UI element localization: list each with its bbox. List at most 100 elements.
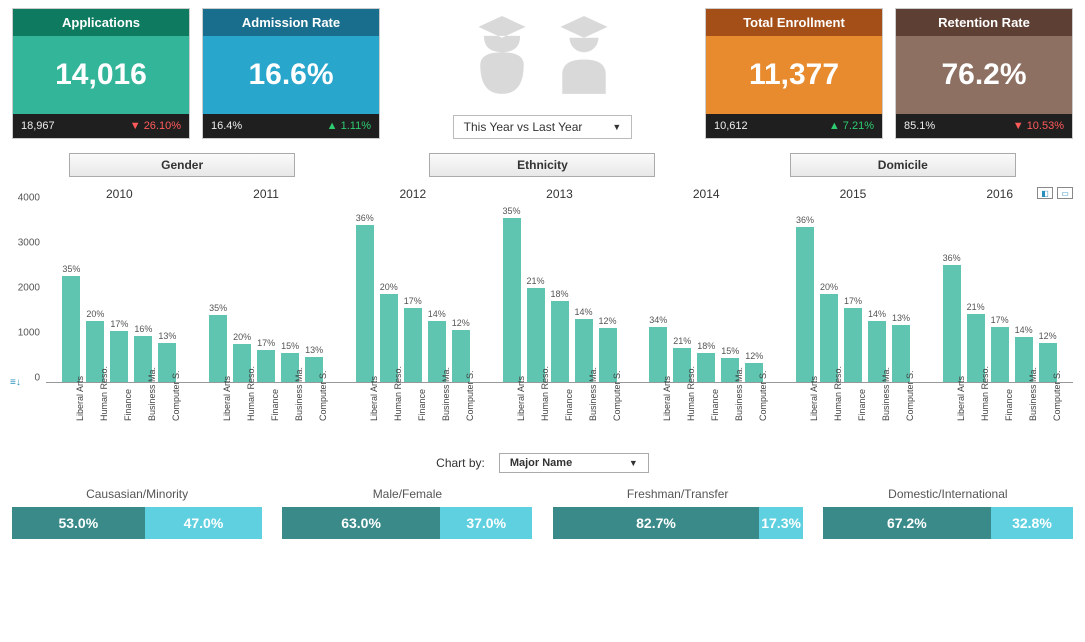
card-header: Total Enrollment	[706, 9, 882, 36]
year-xlabels: Liberal ArtsHuman Reso.FinanceBusiness M…	[46, 383, 193, 449]
bar-pct-label: 17%	[991, 315, 1009, 325]
bar-pct-label: 21%	[673, 336, 691, 346]
year-bars: 36%20%17%14%13%	[780, 203, 927, 382]
bar-pct-label: 14%	[575, 307, 593, 317]
tabs-row: Gender Ethnicity Domicile	[12, 153, 1073, 177]
card-header: Admission Rate	[203, 9, 379, 36]
ratio-right: 37.0%	[440, 507, 533, 539]
ratio-bar[interactable]: 82.7%17.3%	[553, 507, 803, 539]
card-value: 16.6%	[203, 36, 379, 114]
bar-rect	[110, 331, 128, 382]
bar-pct-label: 36%	[796, 215, 814, 225]
period-selector[interactable]: This Year vs Last Year ▼	[453, 115, 633, 139]
bar-rect	[356, 225, 374, 383]
ratio-left: 82.7%	[553, 507, 760, 539]
bar-rect	[649, 327, 667, 382]
year-label: 2016	[986, 187, 1013, 201]
year-label: 2013	[546, 187, 573, 201]
bar-rect	[551, 301, 569, 382]
card-footer: 85.1% ▼ 10.53%	[896, 114, 1072, 138]
ratio-left: 67.2%	[823, 507, 991, 539]
year-block: 2015	[780, 187, 927, 203]
bar-rect	[404, 308, 422, 382]
card-footer: 10,612 ▲ 7.21%	[706, 114, 882, 138]
tab-domicile[interactable]: Domicile	[790, 153, 1016, 177]
ratio-right: 47.0%	[145, 507, 263, 539]
bar-pct-label: 12%	[1039, 331, 1057, 341]
prev-value: 16.4%	[211, 120, 242, 132]
ratio-bar[interactable]: 53.0%47.0%	[12, 507, 262, 539]
bar[interactable]: 35%	[208, 303, 228, 382]
bar-pct-label: 15%	[281, 341, 299, 351]
bar[interactable]: 17%	[403, 296, 423, 382]
delta-up: ▲ 1.11%	[327, 120, 371, 132]
bar-pct-label: 20%	[86, 309, 104, 319]
bar[interactable]: 34%	[648, 315, 668, 382]
category-labels-row: Liberal ArtsHuman Reso.FinanceBusiness M…	[46, 383, 1073, 449]
bar[interactable]: 36%	[355, 213, 375, 383]
icon-row	[473, 14, 613, 97]
bar-rect	[697, 353, 715, 382]
bar-pct-label: 34%	[649, 315, 667, 325]
bar-pct-label: 21%	[967, 302, 985, 312]
bar-rect	[844, 308, 862, 382]
card-footer: 16.4% ▲ 1.11%	[203, 114, 379, 138]
bar[interactable]: 35%	[61, 264, 81, 382]
card-admission-rate: Admission Rate 16.6% 16.4% ▲ 1.11%	[202, 8, 380, 139]
bar[interactable]: 17%	[843, 296, 863, 382]
bar-rect	[503, 218, 521, 382]
bar-pct-label: 36%	[943, 253, 961, 263]
year-bars: 36%21%17%14%12%	[926, 203, 1073, 382]
chart-toggle-icon[interactable]: ◧	[1037, 187, 1053, 199]
year-block: 2013	[486, 187, 633, 203]
prev-value: 85.1%	[904, 120, 935, 132]
bars-container: 35%20%17%16%13%35%20%17%15%13%36%20%17%1…	[46, 203, 1073, 383]
chart-by-select[interactable]: Major Name ▼	[499, 453, 649, 473]
bar-pct-label: 35%	[503, 206, 521, 216]
chart-area: ◧ ▭ ≡↓ 01000200030004000 201020112012201…	[12, 187, 1073, 449]
bar-pct-label: 20%	[380, 282, 398, 292]
bar-pct-label: 13%	[158, 331, 176, 341]
bar-pct-label: 12%	[599, 316, 617, 326]
bar[interactable]: 17%	[990, 315, 1010, 382]
chart-fullscreen-icon[interactable]: ▭	[1057, 187, 1073, 199]
graduate-male-icon	[555, 14, 613, 97]
tab-gender[interactable]: Gender	[69, 153, 295, 177]
bar-pct-label: 12%	[745, 351, 763, 361]
bar[interactable]: 36%	[942, 253, 962, 382]
bar-pct-label: 12%	[452, 318, 470, 328]
prev-value: 18,967	[21, 120, 55, 132]
y-tick: 2000	[18, 283, 40, 294]
bar[interactable]: 36%	[795, 215, 815, 382]
ratio-bar[interactable]: 63.0%37.0%	[282, 507, 532, 539]
bar[interactable]: 18%	[550, 289, 570, 382]
bar-pct-label: 13%	[892, 313, 910, 323]
year-label: 2014	[693, 187, 720, 201]
year-label: 2010	[106, 187, 133, 201]
year-bars: 35%20%17%15%13%	[193, 203, 340, 382]
y-tick: 0	[34, 373, 40, 384]
bar[interactable]: 17%	[109, 319, 129, 382]
ratio-left: 63.0%	[282, 507, 440, 539]
ratio-right: 32.8%	[991, 507, 1073, 539]
bar[interactable]: 35%	[502, 206, 522, 382]
bar-pct-label: 18%	[697, 341, 715, 351]
card-footer: 18,967 ▼ 26.10%	[13, 114, 189, 138]
chevron-down-icon: ▼	[612, 122, 621, 132]
card-header: Applications	[13, 9, 189, 36]
tab-ethnicity[interactable]: Ethnicity	[429, 153, 655, 177]
bar[interactable]: 18%	[696, 341, 716, 382]
category-label: Computer S.	[1052, 401, 1085, 421]
bar-pct-label: 17%	[404, 296, 422, 306]
card-header: Retention Rate	[896, 9, 1072, 36]
bar[interactable]: 17%	[256, 338, 276, 382]
year-label: 2012	[399, 187, 426, 201]
bar-pct-label: 16%	[134, 324, 152, 334]
bar-pct-label: 36%	[356, 213, 374, 223]
center-column: This Year vs Last Year ▼	[392, 8, 693, 139]
chart-by-label: Chart by:	[436, 456, 485, 470]
bar-pct-label: 14%	[428, 309, 446, 319]
ratio-block: Freshman/Transfer82.7%17.3%	[553, 487, 803, 539]
ratio-bar[interactable]: 67.2%32.8%	[823, 507, 1073, 539]
year-block: 2010	[46, 187, 193, 203]
